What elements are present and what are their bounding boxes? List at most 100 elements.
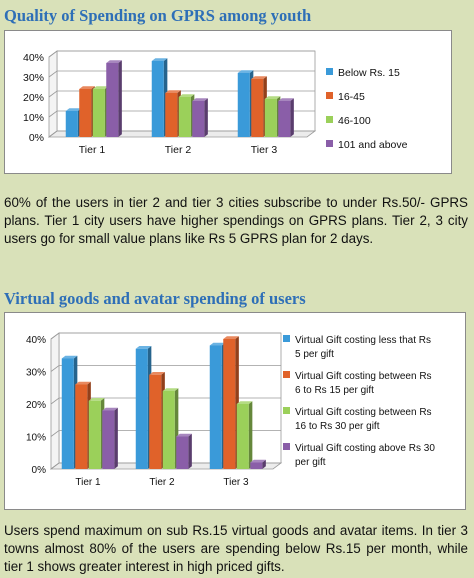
bar-front	[178, 97, 191, 137]
y-tick-label: 40%	[26, 335, 46, 346]
bar-top	[151, 58, 168, 61]
bar-top	[162, 388, 179, 391]
bar-top	[135, 346, 152, 349]
bar-top	[278, 98, 294, 101]
y-tick-label: 10%	[26, 433, 46, 444]
bar-top	[178, 94, 195, 97]
bar-tier-2-series-4	[192, 98, 208, 137]
legend-swatch-4	[283, 443, 290, 450]
bar-top	[75, 381, 91, 385]
y-tick-label: 0%	[32, 465, 47, 476]
legend-swatch-3	[326, 116, 333, 123]
y-tick-label: 30%	[23, 72, 44, 84]
bar-tier-2-series-1	[135, 346, 152, 469]
bar-tier-1-series-3	[88, 398, 105, 469]
gridline	[48, 70, 315, 78]
bar-front	[237, 73, 250, 137]
bar-tier-2-series-3	[178, 94, 195, 137]
gridline	[50, 332, 281, 340]
legend-label-1: Below Rs. 15	[338, 67, 400, 79]
bar-side	[188, 433, 192, 469]
bar-front	[162, 391, 175, 469]
bar-side	[204, 98, 208, 137]
bar-top	[250, 459, 266, 463]
bar-front	[102, 410, 115, 469]
bar-side	[114, 407, 118, 469]
paragraph-virtual-goods: Users spend maximum on sub Rs.15 virtual…	[4, 523, 468, 574]
bar-tier-1-series-2	[75, 381, 91, 469]
bar-front	[135, 348, 148, 469]
bar-top	[88, 398, 105, 401]
bar-tier-1-series-2	[79, 86, 95, 137]
bar-front	[209, 345, 222, 469]
bar-top	[236, 401, 253, 404]
bar-top	[251, 76, 267, 79]
bar-tier-1-series-1	[65, 108, 82, 137]
x-tick-label: Tier 3	[223, 477, 249, 488]
legend-swatch-2	[283, 371, 290, 378]
x-tick-label: Tier 2	[149, 477, 175, 488]
gridline	[50, 430, 281, 437]
y-tick-label: 0%	[29, 132, 44, 144]
bar-tier-2-series-3	[162, 388, 179, 469]
gridline	[50, 397, 281, 405]
bar-front	[61, 358, 74, 469]
legend-label-4: per gift	[295, 457, 326, 468]
gridline	[48, 50, 315, 58]
y-tick-label: 30%	[26, 368, 46, 379]
bar-tier-3-series-2	[251, 76, 267, 137]
bar-top	[106, 60, 122, 63]
bar-tier-3-series-3	[236, 401, 253, 469]
chart1-heading: Quality of Spending on GPRS among youth	[4, 6, 312, 25]
bar-top	[149, 372, 165, 375]
y-tick-label: 20%	[23, 92, 44, 104]
bar-front	[149, 374, 162, 469]
bar-front	[250, 462, 263, 469]
gridline	[48, 110, 315, 118]
chart1-panel: 0% 10% 20% 30% 40% Tier 1 Tier 2 Tier 3 Below Rs…	[4, 30, 452, 174]
chart2-heading: Virtual goods and avatar spending of use…	[4, 289, 306, 308]
bar-tier-1-series-3	[92, 86, 109, 137]
bar-tier-2-series-2	[149, 372, 165, 469]
bar-front	[278, 101, 291, 137]
legend-label-2: 16-45	[338, 91, 365, 103]
legend-swatch-1	[326, 68, 333, 75]
bar-front	[176, 436, 189, 469]
bar-front	[75, 384, 88, 469]
bar-top	[237, 70, 254, 73]
x-tick-label: Tier 2	[165, 144, 192, 156]
y-tick-label: 40%	[23, 52, 44, 64]
legend-label-1: Virtual Gift costing less that Rs	[295, 335, 431, 346]
bar-top	[102, 407, 118, 411]
paragraph-gprs: 60% of the users in tier 2 and tier 3 ci…	[4, 195, 468, 246]
bar-side	[290, 98, 294, 137]
bar-front	[192, 101, 205, 137]
bar-top	[192, 98, 208, 101]
gridline	[50, 365, 281, 372]
bar-top	[264, 96, 281, 99]
bar-tier-2-series-1	[151, 58, 168, 137]
y-tick-label: 20%	[26, 400, 46, 411]
bar-front	[65, 111, 78, 137]
bar-tier-3-series-3	[264, 96, 281, 137]
bar-side	[248, 401, 253, 469]
chart2-svg: 0% 10% 20% 30% 40% Tier 1 Tier 2 Tier 3 Virtual …	[26, 332, 435, 488]
bar-top	[176, 433, 192, 437]
bar-top	[92, 86, 109, 89]
bar-tier-1-series-4	[102, 407, 118, 469]
legend-swatch-1	[283, 335, 290, 342]
bar-front	[151, 61, 164, 137]
x-tick-label: Tier 3	[251, 144, 278, 156]
bar-top	[61, 355, 78, 359]
bar-tier-3-series-1	[209, 342, 226, 469]
bar-front	[165, 93, 178, 137]
bar-front	[264, 99, 277, 137]
legend-label-2: 6 to Rs 15 per gift	[295, 385, 374, 396]
bar-front	[88, 400, 101, 469]
bar-front	[92, 89, 105, 137]
bar-top	[65, 108, 82, 111]
bar-front	[223, 339, 236, 469]
legend-label-4: 101 and above	[338, 139, 408, 151]
bar-front	[79, 89, 92, 137]
bar-tier-3-series-1	[237, 70, 254, 137]
